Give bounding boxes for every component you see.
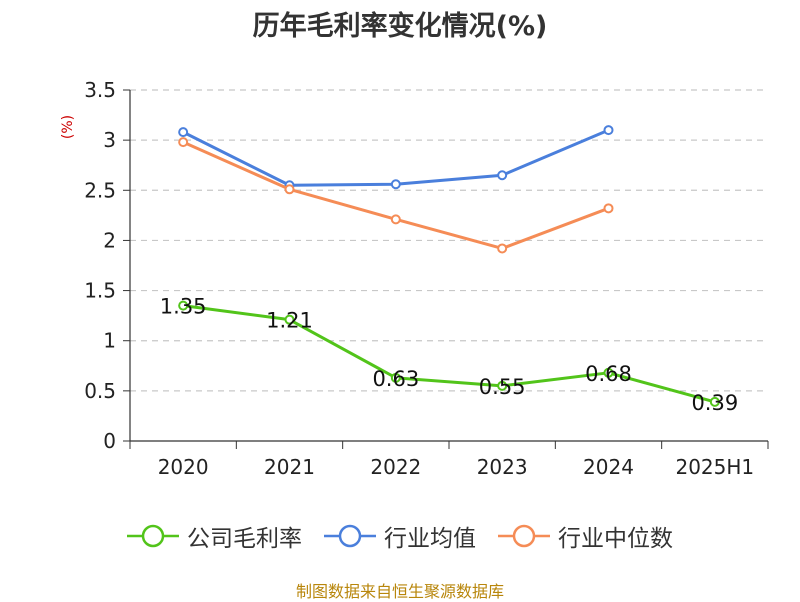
y-axis-unit-label: (%) xyxy=(60,115,76,139)
data-point xyxy=(178,300,189,311)
data-point xyxy=(709,396,720,407)
series-line xyxy=(182,128,610,187)
data-point xyxy=(390,179,401,190)
source-footer: 制图数据来自恒生聚源数据库 xyxy=(295,582,504,601)
data-point xyxy=(178,137,189,148)
legend-label: 公司毛利率 xyxy=(187,526,302,552)
data-point xyxy=(497,380,508,391)
legend-swatch-icon xyxy=(324,524,376,548)
legend-label: 行业均值 xyxy=(384,526,476,552)
data-point xyxy=(603,203,614,214)
y-tick-label: 0.5 xyxy=(84,379,116,403)
legend-swatch-icon xyxy=(127,524,179,548)
data-labels: 1.35 1.21 0.63 0.55 0.68 0.39 xyxy=(160,295,738,415)
legend-item: 行业中位数 xyxy=(498,519,673,553)
y-tick-label: 1 xyxy=(103,329,116,353)
series-lines xyxy=(178,125,720,407)
chart-title: 历年毛利率变化情况(%) xyxy=(252,11,548,42)
x-tick-label: 2025H1 xyxy=(675,455,754,479)
x-tick-label: 2020 xyxy=(158,455,209,479)
data-point xyxy=(603,125,614,136)
data-label: 0.68 xyxy=(585,362,632,386)
series-line xyxy=(182,304,716,404)
data-label: 0.55 xyxy=(479,375,526,399)
data-point xyxy=(178,127,189,138)
x-tick-label: 2024 xyxy=(583,455,634,479)
legend-item: 行业均值 xyxy=(324,519,476,553)
data-label: 1.21 xyxy=(266,309,313,333)
data-point xyxy=(603,367,614,378)
axes: 0 0.5 1 1.5 2 2.5 3 3.5 2020 2021 2022 2023 2024 2025… xyxy=(84,78,769,479)
legend: 公司毛利率 行业均值 行业中位数 xyxy=(0,518,800,554)
legend-swatch-icon xyxy=(498,524,550,548)
data-point xyxy=(390,214,401,225)
x-tick-label: 2022 xyxy=(370,455,421,479)
data-point xyxy=(497,170,508,181)
x-tick-label: 2021 xyxy=(264,455,315,479)
y-tick-label: 1.5 xyxy=(84,279,116,303)
y-tick-label: 3.5 xyxy=(84,78,116,102)
legend-item: 公司毛利率 xyxy=(127,519,302,553)
grid-lines xyxy=(130,89,768,392)
data-label: 0.63 xyxy=(372,367,419,391)
data-label: 0.39 xyxy=(691,391,738,415)
data-point xyxy=(497,243,508,254)
data-point xyxy=(284,314,295,325)
data-label: 1.35 xyxy=(160,295,207,319)
y-tick-label: 2.5 xyxy=(84,178,116,202)
legend-label: 行业中位数 xyxy=(558,526,673,552)
y-tick-label: 0 xyxy=(103,429,116,453)
y-tick-label: 2 xyxy=(103,228,116,252)
data-point xyxy=(390,372,401,383)
y-tick-label: 3 xyxy=(103,128,116,152)
x-tick-label: 2023 xyxy=(477,455,528,479)
data-point xyxy=(284,184,295,195)
